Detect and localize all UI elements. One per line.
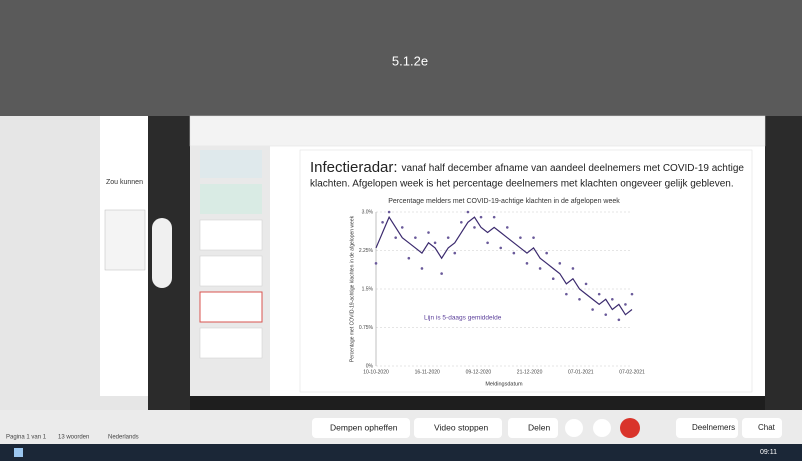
more-button[interactable] xyxy=(593,419,611,437)
data-point xyxy=(519,236,522,239)
data-point xyxy=(493,216,496,219)
page: 5.1.2e Zou kunnen Infectieradar: vanaf ha… xyxy=(0,0,802,461)
word-status: 13 woorden xyxy=(58,435,89,441)
data-point xyxy=(453,252,456,255)
data-point xyxy=(631,293,634,296)
y-tick-label: 1.5% xyxy=(362,286,374,292)
data-point xyxy=(414,236,417,239)
word-panel xyxy=(105,210,145,270)
y-tick-label: 0.75% xyxy=(359,325,374,331)
chart-annotation: Lijn is 5-daags gemiddelde xyxy=(424,315,502,322)
thumb xyxy=(200,328,262,358)
data-point xyxy=(604,313,607,316)
data-point xyxy=(394,236,397,239)
zoom-controls[interactable] xyxy=(152,218,172,288)
data-point xyxy=(611,298,614,301)
data-point xyxy=(565,293,568,296)
data-point xyxy=(499,247,502,250)
thumb-selected[interactable] xyxy=(200,292,262,322)
banner-title: 5.1.2e xyxy=(392,53,428,68)
data-point xyxy=(506,226,509,229)
taskbar-time: 09:11 xyxy=(760,449,777,456)
data-point xyxy=(624,303,627,306)
data-point xyxy=(618,319,621,322)
data-point xyxy=(473,226,476,229)
data-point xyxy=(558,262,561,265)
chat-label[interactable]: Chat xyxy=(758,423,776,432)
word-status: Pagina 1 van 1 xyxy=(6,435,47,441)
data-point xyxy=(434,242,437,245)
share-label[interactable]: Delen xyxy=(528,422,550,432)
thumb xyxy=(200,150,262,178)
data-point xyxy=(526,262,529,265)
word-status: Nederlands xyxy=(108,435,139,441)
data-point xyxy=(591,308,594,311)
shared-taskbar xyxy=(190,396,765,410)
y-axis-label: Percentage met COVID-19-achtige klachten… xyxy=(349,215,355,362)
data-point xyxy=(381,221,384,224)
data-point xyxy=(467,211,470,214)
data-point xyxy=(545,252,548,255)
x-tick-label: 07-01-2021 xyxy=(568,369,594,375)
video-label[interactable]: Video stoppen xyxy=(434,422,488,432)
data-point xyxy=(585,283,588,286)
screenshot: 5.1.2e Zou kunnen Infectieradar: vanaf ha… xyxy=(0,0,802,461)
thumb xyxy=(200,184,262,214)
data-point xyxy=(460,221,463,224)
y-tick-label: 2.25% xyxy=(359,248,374,254)
ppt-ribbon xyxy=(190,116,765,146)
data-point xyxy=(388,211,391,214)
taskbar xyxy=(0,444,802,461)
data-point xyxy=(532,236,535,239)
data-point xyxy=(578,298,581,301)
data-point xyxy=(539,267,542,270)
slide-title-line: vanaf half december afname van aandeel d… xyxy=(402,163,745,174)
data-point xyxy=(408,257,411,260)
start-button[interactable] xyxy=(14,448,23,457)
data-point xyxy=(427,231,430,234)
x-tick-label: 09-12-2020 xyxy=(466,369,492,375)
x-tick-label: 07-02-2021 xyxy=(619,369,645,375)
leave-button[interactable] xyxy=(620,418,640,438)
data-point xyxy=(572,267,575,270)
thumb xyxy=(200,256,262,286)
data-point xyxy=(598,293,601,296)
data-point xyxy=(447,236,450,239)
data-point xyxy=(401,226,404,229)
reactions-button[interactable] xyxy=(565,419,583,437)
data-point xyxy=(440,272,443,275)
x-tick-label: 16-11-2020 xyxy=(415,369,440,375)
data-point xyxy=(513,252,516,255)
data-point xyxy=(486,242,489,245)
data-point xyxy=(375,262,378,265)
x-axis-label: Meldingsdatum xyxy=(485,381,523,387)
data-point xyxy=(480,216,483,219)
slide-title-line: klachten. Afgelopen week is het percenta… xyxy=(310,179,734,190)
slide-title-bold: Infectieradar: xyxy=(310,159,398,176)
data-point xyxy=(552,277,555,280)
x-tick-label: 21-12-2020 xyxy=(517,369,543,375)
mute-label[interactable]: Dempen opheffen xyxy=(330,422,398,432)
y-tick-label: 3.0% xyxy=(362,209,374,215)
x-tick-label: 10-10-2020 xyxy=(363,369,389,375)
participants-label[interactable]: Deelnemers xyxy=(692,423,735,432)
chart-title: Percentage melders met COVID-19-achtige … xyxy=(388,198,620,205)
word-text: Zou kunnen xyxy=(106,179,143,186)
data-point xyxy=(421,267,424,270)
thumb xyxy=(200,220,262,250)
